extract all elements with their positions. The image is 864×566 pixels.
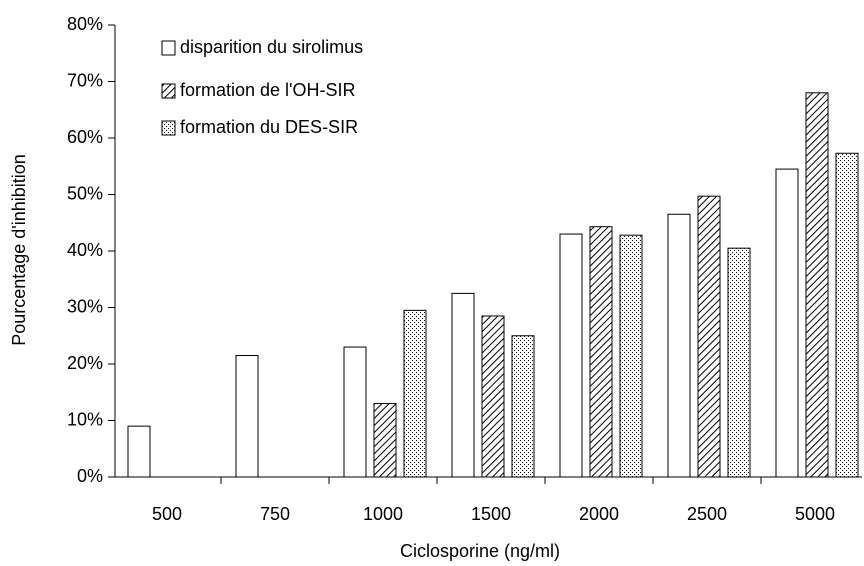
x-tick-label: 2000 [579,504,619,524]
x-tick-label: 1000 [363,504,403,524]
y-tick-label: 60% [67,127,103,147]
y-tick-label: 10% [67,409,103,429]
bar [559,233,583,478]
y-tick-label: 40% [67,240,103,260]
bar [667,213,691,478]
bar [481,315,505,478]
legend-swatch [161,83,176,99]
x-tick-label: 1500 [471,504,511,524]
x-tick-label: 5000 [795,504,835,524]
bar [619,234,643,478]
legend-label: formation de l'OH-SIR [180,80,356,100]
x-tick-label: 750 [260,504,290,524]
bar [373,403,397,478]
y-tick-label: 30% [67,296,103,316]
bar [511,335,535,478]
y-tick-label: 70% [67,70,103,90]
y-tick-label: 0% [77,466,103,486]
bar [805,92,829,478]
y-tick-label: 50% [67,183,103,203]
bar [775,168,799,478]
legend-swatch [161,40,176,56]
x-axis-label: Ciclosporine (ng/ml) [400,541,560,561]
bar [235,355,259,478]
bar [403,309,427,478]
bar [451,292,475,478]
legend-label: formation du DES-SIR [180,117,358,137]
legend-swatch [161,120,176,136]
bar [343,346,367,478]
bar [697,195,721,478]
y-axis-label: Pourcentage d'inhibition [9,154,29,346]
bar [589,226,613,478]
x-tick-label: 2500 [687,504,727,524]
x-tick-label: 500 [152,504,182,524]
legend-label: disparition du sirolimus [180,37,363,57]
bar [727,247,751,478]
y-tick-label: 80% [67,14,103,34]
bar [127,425,151,478]
bar [835,152,859,478]
y-tick-label: 20% [67,353,103,373]
